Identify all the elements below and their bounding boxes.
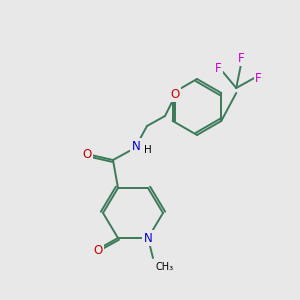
Text: O: O [82, 148, 91, 161]
Text: N: N [132, 140, 140, 152]
Text: F: F [255, 71, 262, 85]
Text: H: H [144, 145, 152, 155]
Text: F: F [238, 52, 244, 64]
Text: F: F [215, 61, 222, 74]
Text: O: O [170, 88, 180, 100]
Text: O: O [93, 244, 103, 256]
Text: N: N [144, 232, 152, 244]
Text: CH₃: CH₃ [156, 262, 174, 272]
